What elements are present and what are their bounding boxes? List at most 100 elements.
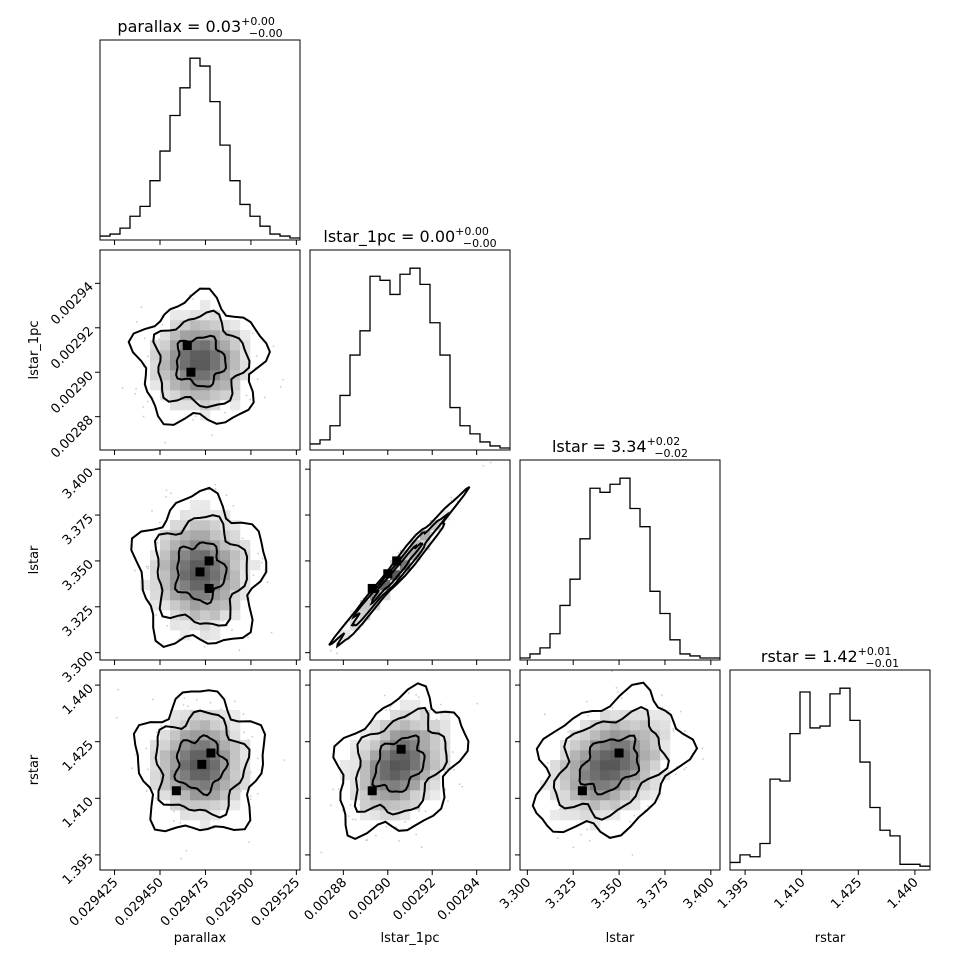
density-cell bbox=[190, 580, 201, 591]
density-cell bbox=[390, 730, 401, 741]
density-cell bbox=[190, 810, 201, 821]
density-cell bbox=[610, 720, 621, 731]
density-cell bbox=[230, 570, 241, 581]
density-cell bbox=[190, 560, 201, 571]
density-cell bbox=[180, 510, 191, 521]
density-cell bbox=[590, 800, 601, 811]
density-cell bbox=[220, 610, 231, 621]
density-cell bbox=[230, 800, 241, 811]
density-cell bbox=[150, 380, 161, 391]
scatter-point bbox=[195, 698, 198, 701]
panel-parallax-lstar bbox=[130, 483, 273, 652]
xtick-label-rstar: 1.395 bbox=[715, 875, 752, 912]
density-cell bbox=[580, 730, 591, 741]
ytick-label-lstar_1pc: 0.00294 bbox=[48, 280, 97, 329]
density-cell bbox=[440, 710, 451, 721]
scatter-point bbox=[158, 337, 161, 340]
density-cell bbox=[640, 770, 651, 781]
ytick-label-lstar: 3.375 bbox=[60, 511, 97, 548]
density-cell bbox=[240, 370, 251, 381]
density-cell bbox=[170, 730, 181, 741]
density-cell bbox=[190, 540, 201, 551]
density-cell bbox=[620, 730, 631, 741]
contour-level bbox=[130, 486, 268, 649]
density-cell bbox=[170, 720, 181, 731]
density-cell bbox=[220, 740, 231, 751]
density-cell bbox=[220, 770, 231, 781]
density-cell bbox=[410, 550, 421, 561]
histogram-lstar bbox=[520, 477, 720, 659]
density-cell bbox=[160, 560, 171, 571]
density-cell bbox=[180, 810, 191, 821]
density-cell bbox=[180, 400, 191, 411]
scatter-point bbox=[282, 378, 284, 381]
scatter-point bbox=[131, 767, 133, 770]
density-cell bbox=[200, 710, 211, 721]
density-cell bbox=[360, 780, 371, 791]
density-cell bbox=[560, 790, 571, 801]
density-cell bbox=[150, 560, 161, 571]
density-cell bbox=[250, 560, 261, 571]
density-cell bbox=[190, 750, 201, 761]
density-cell bbox=[210, 610, 221, 621]
panel-frame-parallax-rstar bbox=[99, 669, 301, 871]
density-cell bbox=[240, 350, 251, 361]
density-cell bbox=[430, 750, 441, 761]
density-cell bbox=[180, 710, 191, 721]
density-cell bbox=[600, 800, 611, 811]
scatter-point bbox=[180, 857, 182, 860]
density-cell bbox=[430, 730, 441, 741]
density-cell bbox=[180, 320, 191, 331]
density-cell bbox=[150, 550, 161, 561]
scatter-point bbox=[170, 492, 173, 495]
panel-frame-lstar_1pc bbox=[309, 249, 511, 451]
density-cell bbox=[180, 750, 191, 761]
density-cell bbox=[160, 790, 171, 801]
density-cell bbox=[160, 580, 171, 591]
scatter-point bbox=[572, 846, 575, 849]
ylabel-lstar_1pc: lstar_1pc bbox=[27, 321, 42, 380]
density-cell bbox=[390, 790, 401, 801]
ytick-label-lstar_1pc: 0.00290 bbox=[48, 368, 97, 417]
scatter-point bbox=[147, 565, 150, 568]
density-cell bbox=[600, 770, 611, 781]
scatter-point bbox=[453, 769, 456, 771]
scatter-point bbox=[135, 321, 138, 323]
density-cell bbox=[190, 610, 201, 621]
scatter-point bbox=[147, 567, 149, 570]
scatter-point bbox=[192, 298, 195, 300]
scatter-point bbox=[610, 670, 613, 673]
scatter-point bbox=[588, 839, 591, 842]
density-cell bbox=[170, 390, 181, 401]
xlabel-lstar_1pc: lstar_1pc bbox=[381, 931, 440, 946]
scatter-point bbox=[151, 698, 154, 701]
density-cell bbox=[600, 810, 611, 821]
density-cell bbox=[190, 360, 201, 371]
density-cell bbox=[150, 590, 161, 601]
density-cell bbox=[180, 770, 191, 781]
scatter-point bbox=[247, 636, 249, 639]
density-cell bbox=[160, 740, 171, 751]
density-cell bbox=[160, 760, 171, 771]
density-cell bbox=[200, 310, 211, 321]
density-cell bbox=[550, 810, 561, 821]
density-cell bbox=[150, 370, 161, 381]
density-peak bbox=[182, 341, 192, 351]
density-cell bbox=[210, 570, 221, 581]
density-cell bbox=[630, 800, 641, 811]
scatter-point bbox=[556, 837, 559, 839]
contour-level bbox=[531, 681, 699, 839]
density-cell bbox=[570, 770, 581, 781]
panel-frame-rstar bbox=[729, 669, 931, 871]
density-cell bbox=[220, 550, 231, 561]
density-cell bbox=[180, 730, 191, 741]
density-cell bbox=[410, 710, 421, 721]
density-cell bbox=[200, 340, 211, 351]
density-cell bbox=[600, 750, 611, 761]
scatter-point bbox=[417, 696, 420, 699]
density-cell bbox=[620, 790, 631, 801]
density-cell bbox=[360, 760, 371, 771]
density-cell bbox=[610, 760, 621, 771]
scatter-point bbox=[117, 688, 120, 691]
scatter-point bbox=[209, 701, 212, 704]
